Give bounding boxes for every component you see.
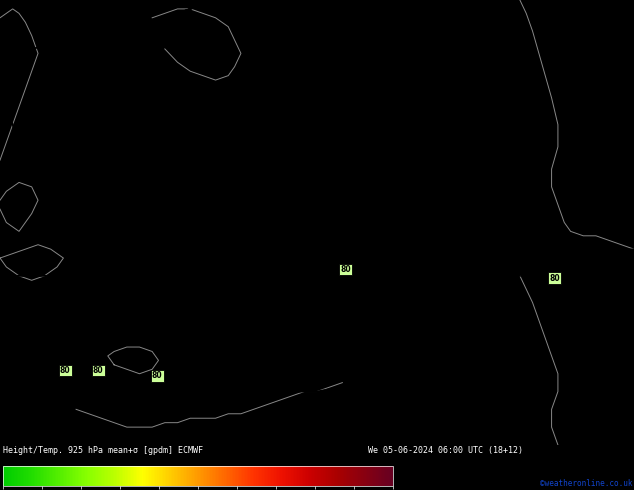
Text: 80: 80 [93,366,103,375]
Text: ©weatheronline.co.uk: ©weatheronline.co.uk [540,479,633,488]
Text: 80: 80 [550,273,560,283]
Text: Height/Temp. 925 hPa mean+σ [gpdm] ECMWF: Height/Temp. 925 hPa mean+σ [gpdm] ECMWF [3,446,203,455]
Text: 80: 80 [152,371,162,380]
Text: 80: 80 [340,265,351,274]
Text: 80: 80 [60,366,70,375]
Text: We 05-06-2024 06:00 UTC (18+12): We 05-06-2024 06:00 UTC (18+12) [368,446,522,455]
